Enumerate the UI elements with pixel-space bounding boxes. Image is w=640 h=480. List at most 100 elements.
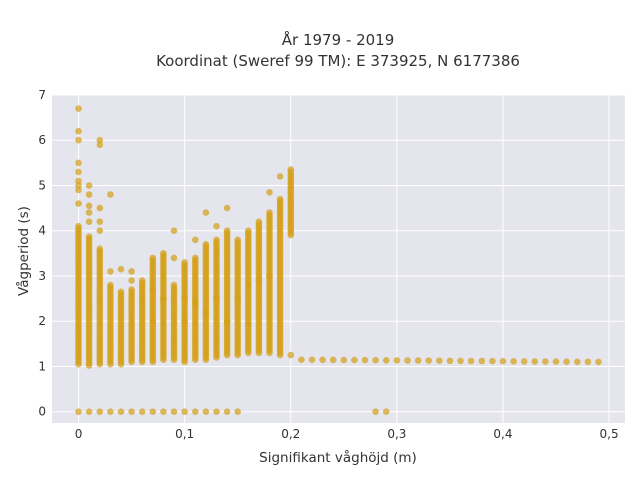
data-point xyxy=(382,357,390,364)
data-point xyxy=(245,281,252,289)
data-point xyxy=(107,281,114,289)
x-tick-label: 0,4 xyxy=(493,427,512,441)
data-point xyxy=(181,317,188,325)
data-point xyxy=(223,317,231,325)
data-point xyxy=(181,259,188,266)
grid-lines xyxy=(52,94,625,423)
x-axis-ticks: 0 0,1 0,2 0,3 0,4 0,5 xyxy=(75,427,619,441)
data-point xyxy=(75,222,82,230)
data-point xyxy=(75,105,82,112)
data-point xyxy=(117,288,125,296)
data-point xyxy=(85,202,93,210)
data-point xyxy=(75,159,82,167)
y-tick-label: 6 xyxy=(38,133,46,147)
data-point xyxy=(170,254,178,262)
data-point xyxy=(149,317,157,325)
data-point xyxy=(149,408,157,416)
data-point xyxy=(202,308,210,316)
data-point xyxy=(255,277,263,284)
data-point xyxy=(574,358,581,366)
data-point xyxy=(266,189,273,196)
data-point xyxy=(287,351,295,359)
x-tick-label: 0,2 xyxy=(281,427,300,441)
data-point xyxy=(382,408,390,416)
data-point xyxy=(75,136,82,144)
y-axis-label: Vågperiod (s) xyxy=(15,206,32,296)
x-tick-label: 0 xyxy=(75,427,83,441)
data-point xyxy=(563,358,570,366)
data-point xyxy=(510,358,517,365)
data-point xyxy=(436,357,443,365)
data-point xyxy=(340,356,348,364)
data-point xyxy=(223,227,231,234)
data-point xyxy=(223,408,231,416)
x-tick-label: 0,3 xyxy=(387,427,406,441)
data-point xyxy=(213,408,220,416)
data-point xyxy=(192,236,199,244)
data-point xyxy=(85,218,93,225)
data-point xyxy=(213,295,220,302)
y-tick-label: 3 xyxy=(38,269,46,283)
data-point xyxy=(96,141,104,149)
data-point xyxy=(117,408,125,416)
data-point xyxy=(245,227,252,234)
data-point xyxy=(96,204,104,212)
data-point xyxy=(170,408,178,416)
data-point xyxy=(149,254,157,262)
data-point xyxy=(467,357,475,365)
y-tick-label: 4 xyxy=(38,224,46,238)
data-point xyxy=(266,209,273,216)
data-point xyxy=(446,357,454,365)
data-point xyxy=(404,357,411,364)
data-point xyxy=(96,227,104,234)
data-point xyxy=(85,182,93,189)
data-point xyxy=(499,357,507,365)
data-point xyxy=(85,408,93,416)
data-point xyxy=(181,408,188,416)
data-point xyxy=(149,286,157,293)
data-point xyxy=(255,218,263,225)
data-points xyxy=(75,105,602,416)
data-point xyxy=(75,127,82,135)
data-point xyxy=(170,281,178,289)
data-point xyxy=(372,408,379,416)
data-point xyxy=(266,272,273,280)
data-point xyxy=(414,357,422,364)
data-point xyxy=(393,357,401,364)
chart-title-line1: År 1979 - 2019 xyxy=(282,30,395,49)
data-point xyxy=(234,408,241,416)
data-point xyxy=(202,241,210,248)
chart-title-line2: Koordinat (Sweref 99 TM): E 373925, N 61… xyxy=(156,52,520,70)
data-point xyxy=(478,357,486,365)
data-point xyxy=(117,265,125,273)
data-point xyxy=(96,218,104,225)
data-point xyxy=(531,358,539,365)
x-axis-label: Signifikant våghöjd (m) xyxy=(259,449,417,466)
data-point xyxy=(213,236,220,244)
x-tick-label: 0,5 xyxy=(600,427,619,441)
data-point xyxy=(552,358,560,365)
plot-area xyxy=(52,95,625,423)
data-point xyxy=(425,357,433,364)
data-point xyxy=(107,268,114,275)
data-point xyxy=(192,254,199,262)
data-point xyxy=(192,299,199,307)
data-point xyxy=(85,233,93,240)
data-point xyxy=(489,357,496,365)
data-point xyxy=(85,209,93,216)
data-point xyxy=(542,358,549,365)
data-point xyxy=(276,173,284,180)
data-point xyxy=(245,320,252,327)
data-point xyxy=(223,204,231,212)
data-point xyxy=(298,356,305,364)
y-axis-ticks: 0 1 2 3 4 5 6 7 xyxy=(38,88,46,419)
data-point xyxy=(202,408,210,416)
x-tick-label: 0,1 xyxy=(175,427,194,441)
data-point xyxy=(351,356,358,364)
data-point xyxy=(520,358,528,365)
data-point xyxy=(75,408,82,416)
data-point xyxy=(96,136,104,144)
data-point xyxy=(584,358,592,366)
data-point xyxy=(181,295,188,302)
data-point xyxy=(138,408,146,416)
